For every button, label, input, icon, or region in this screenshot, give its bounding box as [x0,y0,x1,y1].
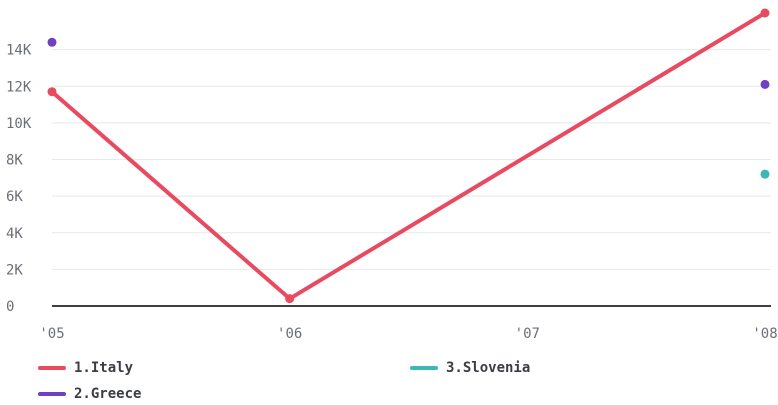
gridlines [52,49,771,270]
series-line-italy [50,89,292,301]
legend-item-italy[interactable]: 1.Italy [38,360,133,376]
series-line-italy [287,11,767,301]
y-tick-label: 4K [6,226,23,242]
data-point-greece [760,79,770,89]
y-tick-label: 14K [6,43,32,59]
data-point-italy [285,294,295,304]
legend-item-slovenia[interactable]: 3.Slovenia [410,360,530,376]
y-tick-label: 8K [6,153,23,169]
legend-swatch-italy [38,366,66,370]
y-tick-label: 10K [6,116,32,132]
series-layer [47,8,770,304]
x-axis-tick-labels: '05 '06 '07 '08 [39,326,777,342]
line-chart: 0 2K 4K 6K 8K 10K 12K 14K '05 '06 '07 '08 [6,8,778,342]
y-tick-label: 6K [6,189,23,205]
legend-swatch-slovenia [410,366,438,370]
legend-item-greece[interactable]: 2.Greece [38,386,141,402]
legend-label-slovenia: 3.Slovenia [446,360,531,376]
data-point-italy [47,87,57,97]
legend-swatch-greece [38,392,66,396]
y-tick-label: 0 [6,299,14,315]
x-tick-label: '06 [277,326,302,342]
legend-label-greece: 2.Greece [74,386,142,402]
data-point-italy [760,8,770,18]
legend: 1.Italy 2.Greece 3.Slovenia [38,358,758,404]
x-tick-label: '05 [39,326,64,342]
y-tick-label: 2K [6,262,23,278]
x-tick-label: '07 [515,326,540,342]
legend-label-italy: 1.Italy [74,360,134,376]
y-tick-label: 12K [6,79,32,95]
data-point-slovenia [760,169,770,179]
x-tick-label: '08 [752,326,777,342]
y-axis-tick-labels: 0 2K 4K 6K 8K 10K 12K 14K [6,43,32,315]
data-point-greece [47,37,57,47]
